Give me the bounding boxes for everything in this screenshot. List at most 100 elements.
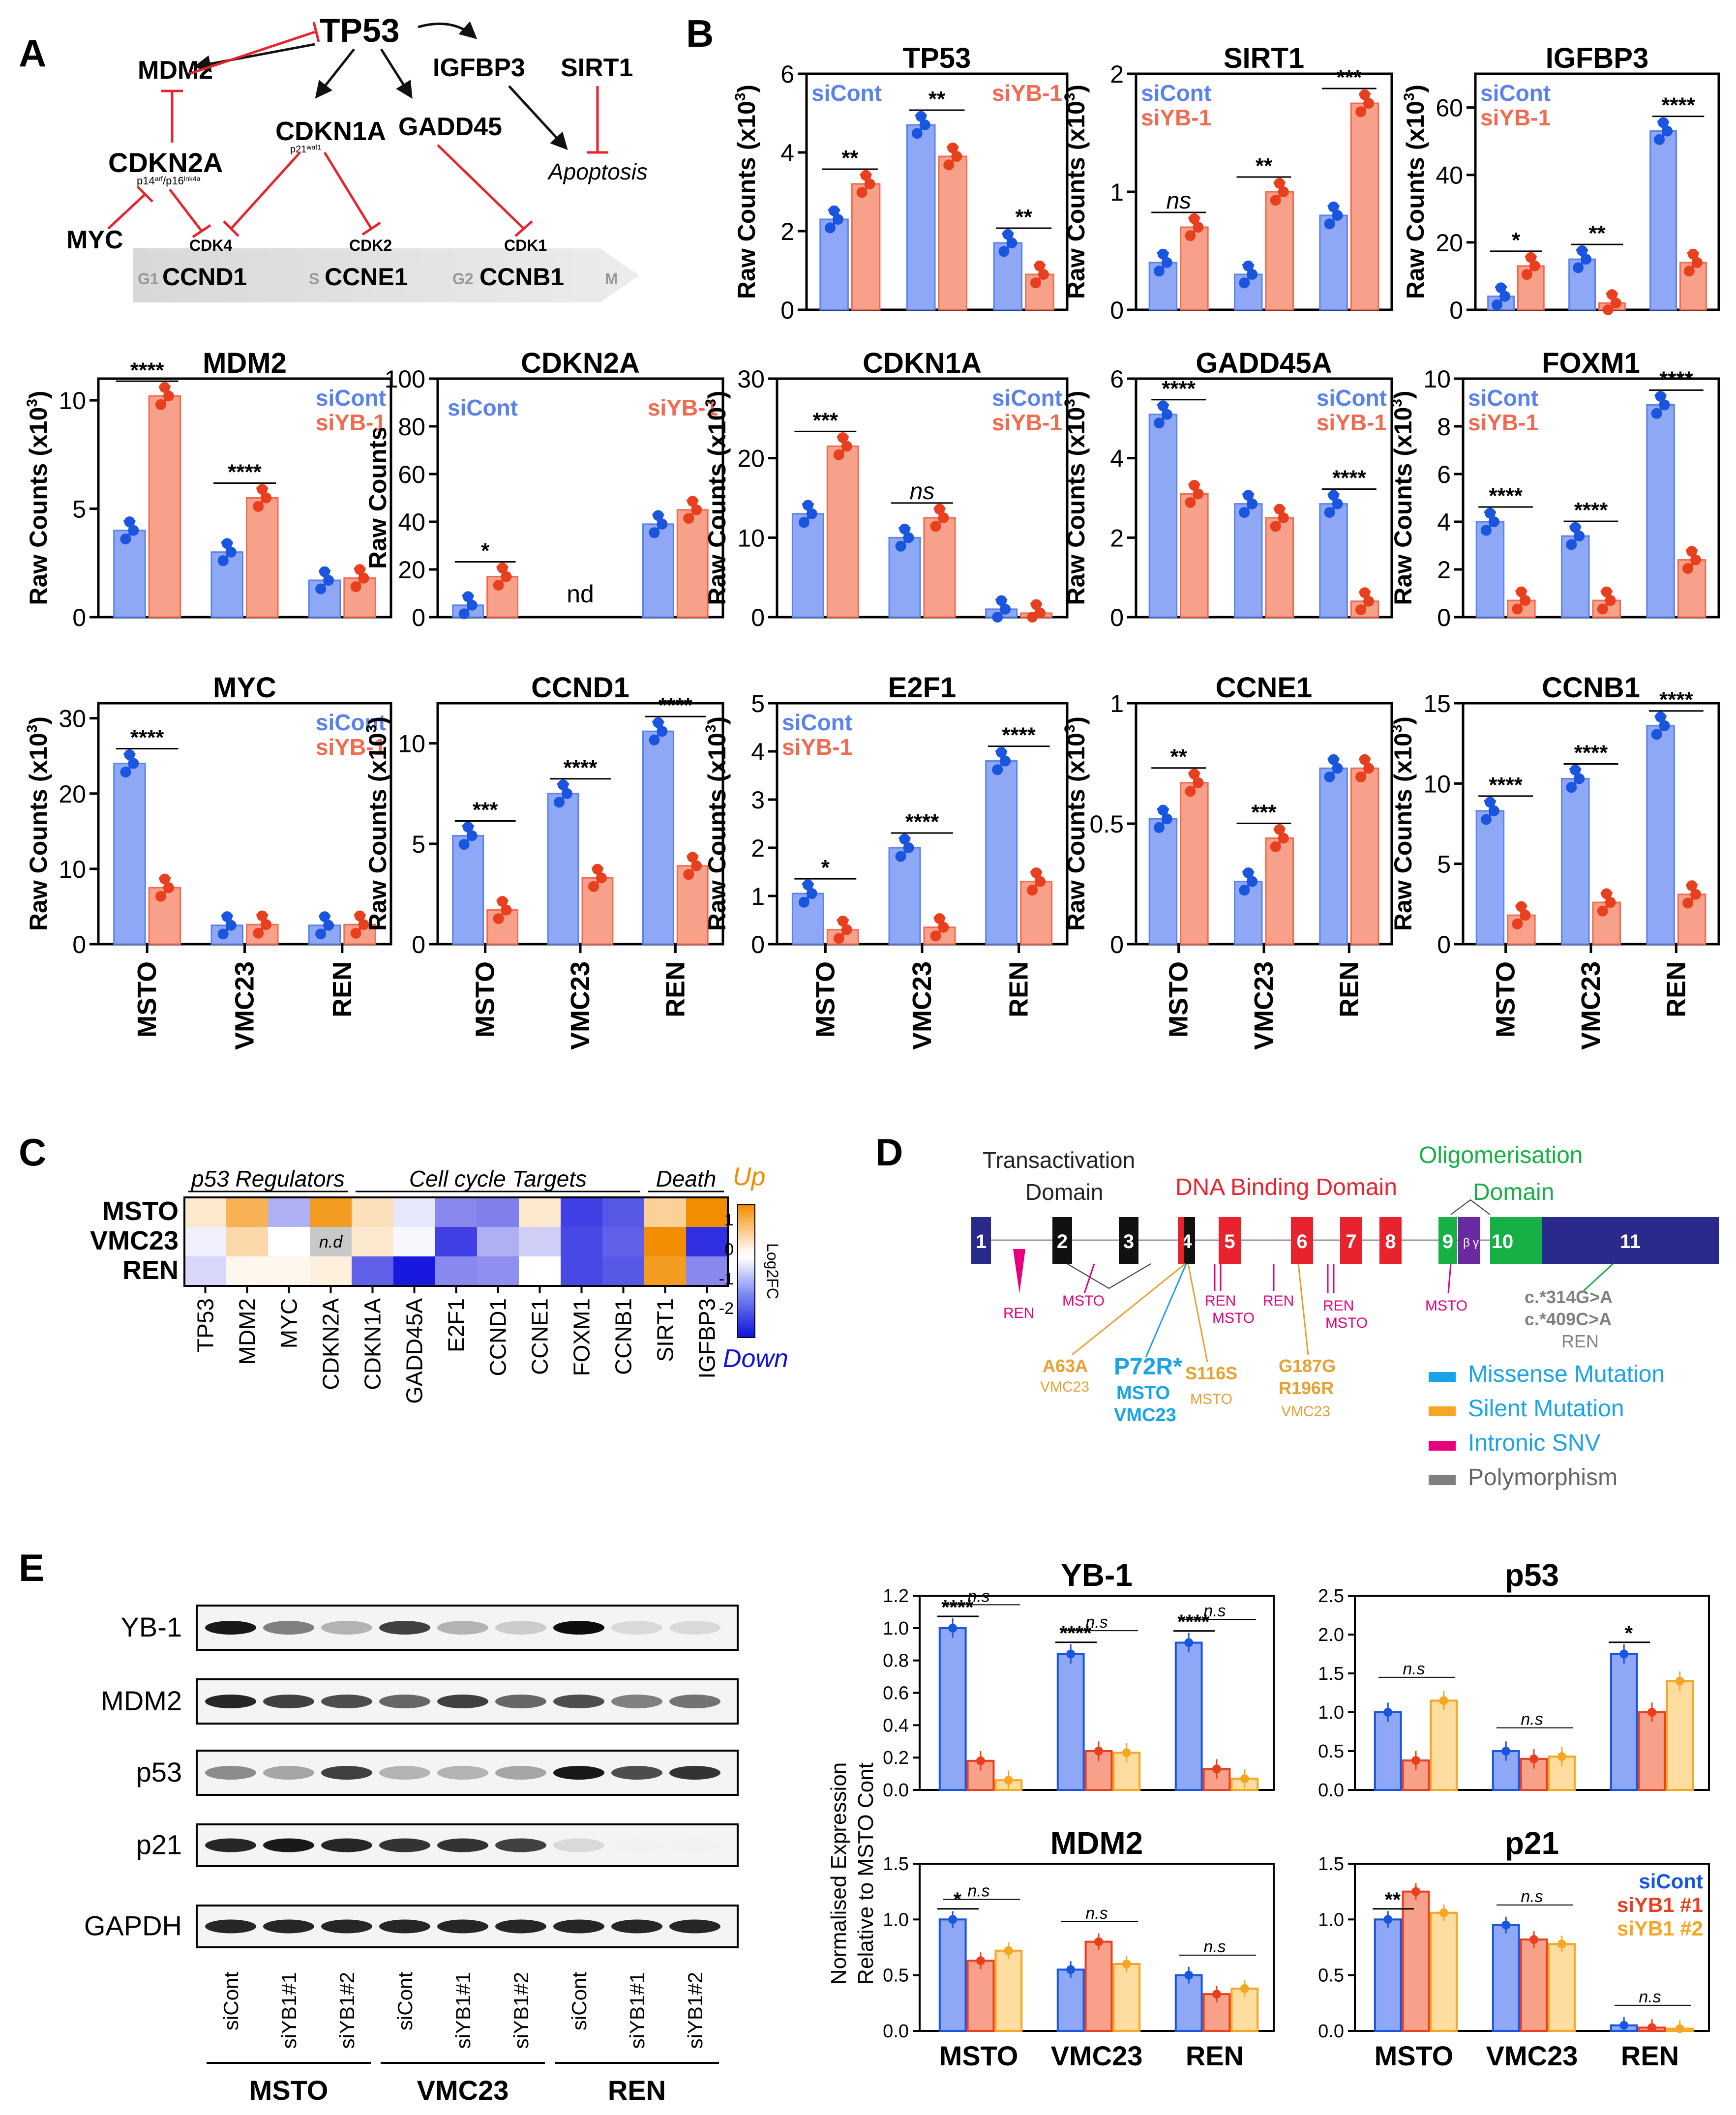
data-point xyxy=(501,571,512,582)
significance-label: ** xyxy=(1588,221,1606,245)
significance-label: * xyxy=(1512,228,1521,252)
data-point xyxy=(1686,546,1698,557)
data-point xyxy=(1602,304,1614,315)
y-axis-label-text: Raw Counts (x10 xyxy=(25,733,52,931)
svg-text:p14arf/p16ink4a: p14arf/p16ink4a xyxy=(137,175,201,187)
data-point xyxy=(1682,563,1694,574)
data-point xyxy=(253,501,264,512)
exon-8 xyxy=(1379,1217,1402,1264)
data-point xyxy=(951,151,962,162)
blot-band xyxy=(379,1838,430,1852)
y-tick-label: 0.0 xyxy=(1318,1780,1344,1801)
x-tick-label: VMC23 xyxy=(1576,961,1606,1050)
node-cdk2: CDK2 xyxy=(349,237,392,254)
bar-siyb xyxy=(938,155,968,311)
lane-label: siCont xyxy=(219,1972,242,2030)
data-point xyxy=(1274,178,1285,189)
data-point xyxy=(1094,1937,1103,1946)
node-ccnd1: CCND1 xyxy=(162,263,247,291)
chart-title: CDKN1A xyxy=(863,347,982,379)
legend-label: Silent Mutation xyxy=(1468,1396,1624,1422)
data-point xyxy=(350,581,361,593)
heatmap-cell xyxy=(477,1256,519,1286)
ns-label: n.s xyxy=(967,1587,989,1606)
data-point xyxy=(1270,841,1281,853)
y-tick-label: 0.0 xyxy=(1318,2021,1344,2042)
significance-label: **** xyxy=(1574,741,1608,765)
blot-band xyxy=(205,1838,256,1852)
bar-series-2 xyxy=(1430,1699,1458,1791)
y-tick-label: 10 xyxy=(398,730,425,758)
data-point xyxy=(1161,257,1172,268)
data-point xyxy=(1411,1756,1420,1765)
panel-d-label: D xyxy=(875,1131,903,1174)
heatmap-cell xyxy=(268,1256,310,1286)
e-ylabel-2: Relative to MSTO Cont xyxy=(854,1762,878,1985)
bar-sicont xyxy=(888,536,921,618)
heatmap-cell xyxy=(226,1227,268,1256)
significance-label: ** xyxy=(1256,154,1273,178)
y-axis-label: Raw Counts (x103) xyxy=(24,716,52,931)
lane-label: siYB1#2 xyxy=(509,1972,533,2049)
y-tick-label: 40 xyxy=(1436,162,1463,189)
exons: 1 2 3 4 5 6 7 8 9 10 11 β γ xyxy=(971,1217,1719,1264)
y-axis-label-sup: 3 xyxy=(1062,725,1078,733)
phase-s: S xyxy=(309,270,319,288)
heatmap-cell xyxy=(602,1227,644,1256)
data-point xyxy=(1122,1960,1131,1968)
data-point xyxy=(493,580,504,591)
chart-title: YB-1 xyxy=(1061,1557,1133,1593)
y-tick-label: 2 xyxy=(1110,524,1124,552)
blot-band xyxy=(553,1766,604,1780)
data-point xyxy=(930,521,941,532)
data-point xyxy=(120,767,131,778)
y-tick-label: 0.4 xyxy=(883,1715,909,1736)
bar-sicont xyxy=(1148,414,1178,618)
data-point xyxy=(1359,754,1371,765)
data-point xyxy=(1035,607,1046,619)
heatmap-col-label: GADD45A xyxy=(402,1298,427,1404)
data-point xyxy=(1675,1676,1684,1686)
significance-label: **** xyxy=(1574,498,1608,522)
data-point xyxy=(1682,897,1694,909)
data-point xyxy=(691,504,702,515)
bar-series-0 xyxy=(938,1627,967,1791)
y-axis-label-close: ) xyxy=(364,716,391,725)
blot-band xyxy=(611,1766,662,1780)
mut-ren-1: REN xyxy=(1003,1305,1034,1321)
data-point xyxy=(1324,507,1335,518)
data-point xyxy=(895,540,906,552)
blot-band xyxy=(553,1838,604,1852)
exon-label: 9 xyxy=(1442,1231,1453,1252)
data-point xyxy=(1193,488,1204,500)
blot-band xyxy=(321,1621,372,1635)
data-point xyxy=(1363,596,1375,607)
data-point xyxy=(1411,1887,1420,1896)
data-point xyxy=(1581,254,1592,265)
cell-group-label: REN xyxy=(608,2075,666,2106)
data-point xyxy=(841,924,852,935)
data-point xyxy=(1659,720,1670,731)
data-point xyxy=(1030,277,1041,289)
x-tick-label: MSTO xyxy=(1491,961,1521,1038)
data-point xyxy=(841,441,852,452)
data-point xyxy=(948,1915,958,1924)
y-tick-label: 10 xyxy=(737,524,765,552)
heatmap-cell xyxy=(310,1227,352,1256)
data-point xyxy=(562,788,573,799)
data-point xyxy=(657,518,668,530)
data-point xyxy=(1516,901,1527,912)
x-tick-label: REN xyxy=(1334,961,1364,1017)
bar-siyb xyxy=(1350,102,1379,311)
legend-label: Intronic SNV xyxy=(1468,1430,1600,1456)
data-point xyxy=(1525,252,1536,263)
bar-siyb xyxy=(676,509,709,618)
data-point xyxy=(1157,804,1168,816)
data-point xyxy=(976,1756,985,1765)
data-point xyxy=(833,933,844,944)
mut-r196r: R196R xyxy=(1279,1378,1334,1398)
plot-frame xyxy=(1135,377,1393,619)
y-axis-label: Raw Counts (x103) xyxy=(1401,85,1429,299)
